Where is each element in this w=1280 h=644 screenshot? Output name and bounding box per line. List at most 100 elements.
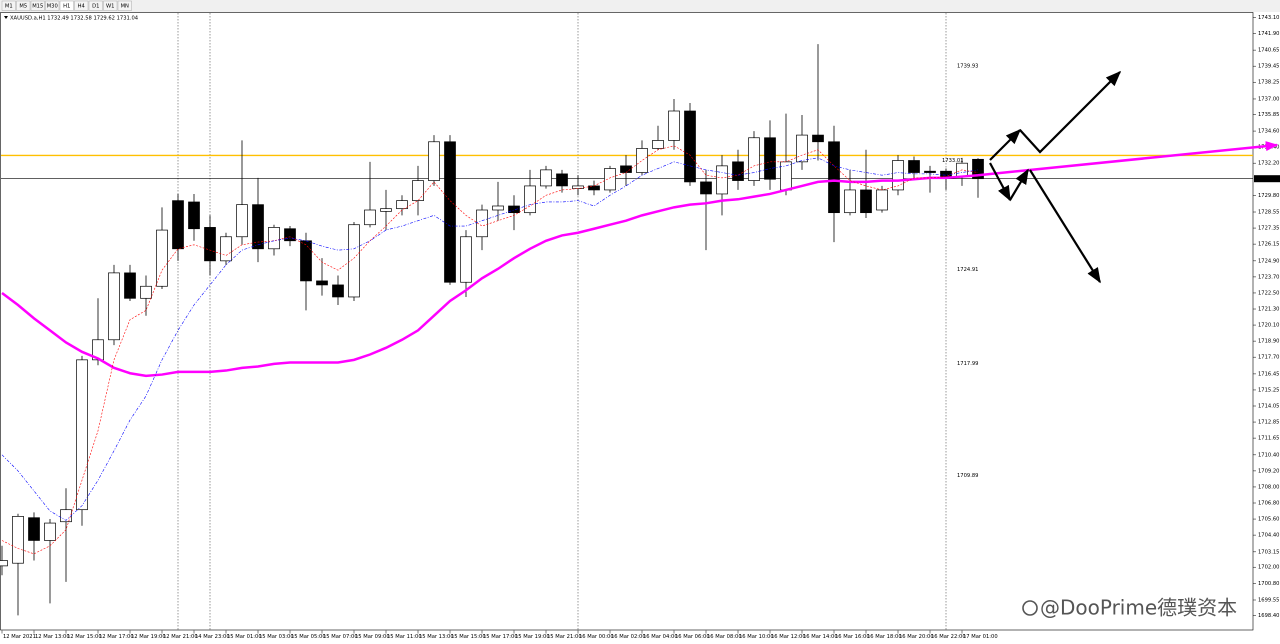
timeframe-button [103,0,118,11]
y-tick-label: 1737.00 [1258,96,1279,102]
arrow [989,128,1022,161]
candle-body [812,134,824,143]
y-tick-label: 1703.15 [1258,549,1279,555]
candle-body [652,140,664,149]
y-tick-label: 1708.00 [1258,484,1279,490]
y-tick-label: 1723.70 [1258,274,1279,280]
candle-body [236,204,248,238]
candle-body [348,224,360,298]
timeframe-button [88,0,103,11]
y-tick-label: 1741.90 [1258,31,1279,37]
x-tick-label: 12 Mar 15:00 [67,634,102,640]
y-tick-label: 1705.60 [1258,517,1279,523]
candle-body [300,240,312,282]
candle-body [924,170,936,173]
candle-body [508,205,520,214]
x-tick-label: 15 Mar 07:00 [323,634,358,640]
candle-body [252,204,264,250]
y-tick-label: 1711.65 [1258,436,1279,442]
y-tick-label: 1732.20 [1258,161,1279,167]
timeframe-button [1,0,16,11]
y-tick-label: 1714.05 [1258,404,1279,410]
x-tick-label: 12 Mar 13:00 [35,634,70,640]
x-tick-label: 17 Mar 01:00 [963,634,998,640]
x-tick-label: 16 Mar 12:00 [771,634,806,640]
candle-body [412,180,424,201]
candle-body [748,137,760,181]
x-tick-label: 15 Mar 13:00 [419,634,454,640]
plot: 1743.10 1741.90 1740.65 1739.45 1738.25 1737.… [0,15,1280,640]
x-tick-label: 12 Mar 21:00 [163,634,198,640]
y-tick-label: 1715.25 [1258,387,1279,393]
candle-body [972,158,984,180]
timeframe-label: D1 [92,4,99,10]
x-tick-label: 15 Mar 01:00 [227,634,262,640]
candle-body [732,161,744,181]
candle-body [268,227,280,250]
candle-body [444,141,456,283]
y-tick-label: 1716.45 [1258,371,1279,377]
candle-body [636,148,648,173]
y-tick-label: 1734.60 [1258,129,1279,135]
candle-body [140,285,152,299]
candle-body [860,189,872,214]
forecast-arrows [989,70,1122,284]
price-annotation: 1717.99 [957,361,978,367]
price-annotation: 1709.89 [957,473,978,479]
y-tick-label: 1720.10 [1258,323,1279,329]
candle-body [44,522,56,541]
y-tick-label: 1738.25 [1258,80,1279,86]
candle-body [476,209,488,238]
y-tick-label: 1704.40 [1258,533,1279,539]
candle-body [700,181,712,195]
timeframe-label: M5 [19,4,27,10]
candle-body [108,272,120,341]
x-tick-label: 16 Mar 18:00 [867,634,902,640]
period-separators [177,13,947,630]
y-tick-label: 1718.90 [1258,339,1279,345]
candle-body [332,284,344,298]
y-tick-label: 1699.55 [1258,597,1279,603]
candle-body [124,272,136,299]
x-tick-label: 16 Mar 00:00 [579,634,614,640]
x-tick-label: 15 Mar 11:00 [387,634,422,640]
y-tick-label: 1726.15 [1258,242,1279,248]
timeframe-button [16,0,31,11]
timeframe-label: M30 [47,4,58,10]
x-tick-label: 12 Mar 2021 [3,634,36,640]
moving-average [1,157,979,521]
candle-body [460,236,472,283]
moving-average [1,173,979,378]
y-tick-label: 1729.80 [1258,193,1279,199]
candle-body [540,169,552,187]
candle-body [796,134,808,163]
timeframe-button [59,0,74,11]
arrow [1029,169,1101,284]
arrow [1009,168,1029,201]
y-tick-label: 1709.20 [1258,468,1279,474]
candle-body [524,185,536,214]
candle-body [940,170,952,177]
timeframe-label: H1 [63,4,70,10]
x-tick-label: 15 Mar 21:00 [547,634,582,640]
timeframe-label: H4 [78,4,86,10]
candle-body [188,201,200,230]
price-annotation: 1724.91 [957,267,978,273]
x-tick-label: 12 Mar 19:00 [131,634,166,640]
price-annotation: 1733.01 [942,158,963,164]
y-tick-label: 1728.55 [1258,210,1279,216]
y-tick-label: 1702.00 [1258,565,1279,571]
y-tick-label: 1740.65 [1258,48,1279,54]
y-tick-label: 1739.45 [1258,64,1279,70]
candle-body [892,160,904,191]
candle-body [908,160,920,173]
candle-body [380,208,392,212]
x-tick-label: 12 Mar 17:00 [99,634,134,640]
x-tick-label: 16 Mar 08:00 [707,634,742,640]
y-tick-label: 1698.40 [1258,613,1279,619]
candle-body [28,517,40,541]
candle-body [620,165,632,173]
y-tick-label: 1743.10 [1258,15,1279,21]
